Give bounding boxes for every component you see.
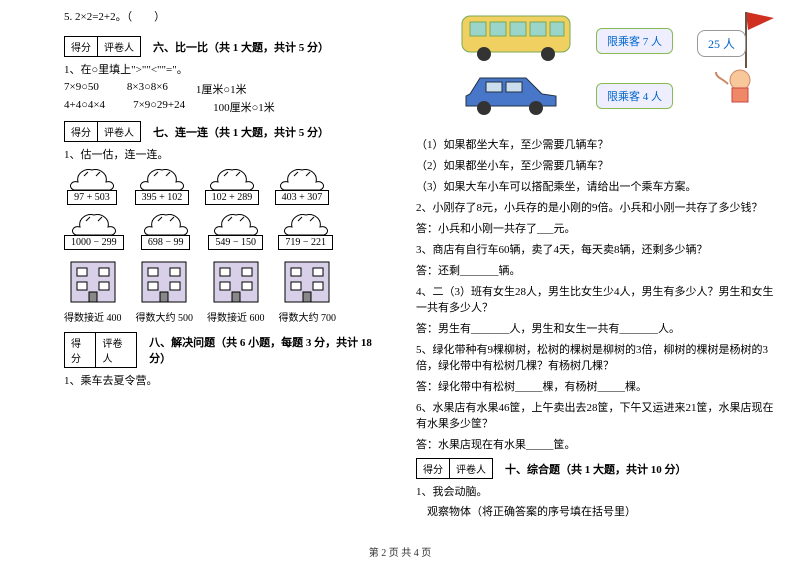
dove-icon (278, 213, 334, 237)
dove-box: 97 + 503 (67, 190, 117, 205)
dove-icon (274, 168, 330, 192)
section-10-title: 十、综合题（共 1 大题，共计 10 分） (505, 461, 687, 477)
eq: 100厘米○1米 (213, 99, 275, 115)
grader-cell: 评卷人 (98, 122, 140, 141)
building-label: 得数大约 500 (136, 309, 194, 324)
dove-icon (208, 213, 264, 237)
dove-icon (138, 213, 194, 237)
question-5: 5. 2×2=2+2。（ ） (64, 8, 384, 24)
building-item: 得数大约 500 (136, 258, 194, 324)
dove-box: 102 + 289 (205, 190, 260, 205)
eq: 8×3○8×6 (127, 81, 168, 97)
section-7-sub: 1、估一估，连一连。 (64, 146, 384, 162)
right-column: 限乘客 7 人 限乘客 4 人 25 人 （1）如果都坐大车，至少需要几辆车？ … (400, 0, 800, 540)
section-8-title: 八、解决问题（共 6 小题，每题 3 分，共计 18 分） (149, 334, 384, 366)
building-icon (279, 258, 335, 306)
answer-5: 答：绿化带中有松树_____棵，有杨树_____棵。 (416, 378, 776, 394)
section-8-sub: 1、乘车去夏令营。 (64, 372, 384, 388)
score-cell: 得分 (65, 122, 98, 141)
flag-icon (686, 8, 776, 108)
answer-2: 答：小兵和小刚一共存了___元。 (416, 220, 776, 236)
problem-5: 5、绿化带种有9棵柳树，松树的棵树是柳树的3倍，柳树的棵树是杨树的3倍，绿化带中… (416, 341, 776, 373)
bus-scene: 限乘客 7 人 限乘客 4 人 25 人 (416, 8, 776, 128)
building-row: 得数接近 400 得数大约 500 得数接近 600 得数大约 700 (64, 258, 384, 324)
problem-4: 4、二（3）班有女生28人，男生比女生少4人，男生有多少人？男生和女生一共有多少… (416, 283, 776, 315)
dove-item: 102 + 289 (204, 168, 260, 205)
building-item: 得数大约 700 (279, 258, 337, 324)
building-icon (65, 258, 121, 306)
section-8-header: 得分 评卷人 八、解决问题（共 6 小题，每题 3 分，共计 18 分） (64, 332, 384, 368)
people-count-box: 25 人 (697, 30, 746, 57)
dove-item: 549 − 150 (208, 213, 264, 250)
eq: 7×9○29+24 (133, 99, 185, 115)
dove-box: 719 − 221 (278, 235, 333, 250)
dove-box: 403 + 307 (275, 190, 330, 205)
bus-capacity-box: 限乘客 7 人 (596, 28, 673, 54)
score-table: 得分 评卷人 (416, 458, 493, 479)
eq: 7×9○50 (64, 81, 99, 97)
page-footer: 第 2 页 共 4 页 (0, 544, 800, 559)
doves-block: 97 + 503 395 + 102 102 + 289 403 + 307 1… (64, 168, 384, 324)
answer-6: 答：水果店现在有水果_____筐。 (416, 436, 776, 452)
eq-row: 4+4○4×4 7×9○29+24 100厘米○1米 (64, 99, 384, 115)
problem-6: 6、水果店有水果46筐，上午卖出去28筐，下午又运进来21筐，水果店现在有水果多… (416, 399, 776, 431)
problem-2: 2、小刚存了8元，小兵存的是小刚的9倍。小兵和小刚一共存了多少钱？ (416, 199, 776, 215)
car-capacity-box: 限乘客 4 人 (596, 83, 673, 109)
grader-cell: 评卷人 (450, 459, 492, 478)
section-10-sub1: 1、我会动脑。 (416, 483, 776, 499)
building-item: 得数接近 400 (64, 258, 122, 324)
score-cell: 得分 (65, 37, 98, 56)
sub-question-3: （3）如果大车小车可以搭配乘坐，请给出一个乘车方案。 (416, 178, 776, 194)
section-10-sub2: 观察物体（将正确答案的序号填在括号里） (416, 503, 776, 519)
eq: 4+4○4×4 (64, 99, 105, 115)
eq: 1厘米○1米 (196, 81, 247, 97)
grader-cell: 评卷人 (96, 333, 136, 367)
section-6-sub: 1、在○里填上">""<""="。 (64, 61, 384, 77)
building-icon (136, 258, 192, 306)
section-7-header: 得分 评卷人 七、连一连（共 1 大题，共计 5 分） (64, 121, 384, 142)
dove-icon (204, 168, 260, 192)
problem-3: 3、商店有自行车60辆，卖了4天，每天卖8辆，还剩多少辆？ (416, 241, 776, 257)
eq-row: 7×9○50 8×3○8×6 1厘米○1米 (64, 81, 384, 97)
dove-box: 395 + 102 (135, 190, 190, 205)
section-6-header: 得分 评卷人 六、比一比（共 1 大题，共计 5 分） (64, 36, 384, 57)
score-table: 得分 评卷人 (64, 36, 141, 57)
dove-item: 395 + 102 (134, 168, 190, 205)
dove-item: 403 + 307 (274, 168, 330, 205)
score-cell: 得分 (417, 459, 450, 478)
dove-item: 719 − 221 (278, 213, 334, 250)
car-icon (456, 68, 566, 116)
dove-row-top: 97 + 503 395 + 102 102 + 289 403 + 307 (64, 168, 384, 205)
score-table: 得分 评卷人 (64, 121, 141, 142)
answer-3: 答：还剩_______辆。 (416, 262, 776, 278)
bus-icon (456, 8, 576, 64)
dove-icon (134, 168, 190, 192)
dove-box: 549 − 150 (208, 235, 263, 250)
dove-icon (66, 213, 122, 237)
building-label: 得数接近 600 (207, 309, 265, 324)
left-column: 5. 2×2=2+2。（ ） 得分 评卷人 六、比一比（共 1 大题，共计 5 … (0, 0, 400, 540)
sub-question-1: （1）如果都坐大车，至少需要几辆车？ (416, 136, 776, 152)
building-label: 得数接近 400 (64, 309, 122, 324)
dove-item: 698 − 99 (138, 213, 194, 250)
dove-item: 97 + 503 (64, 168, 120, 205)
flag-area: 25 人 (686, 8, 776, 111)
building-item: 得数接近 600 (207, 258, 265, 324)
dove-box: 698 − 99 (141, 235, 191, 250)
dove-row-bot: 1000 − 299 698 − 99 549 − 150 719 − 221 (64, 213, 384, 250)
building-label: 得数大约 700 (279, 309, 337, 324)
section-10-header: 得分 评卷人 十、综合题（共 1 大题，共计 10 分） (416, 458, 776, 479)
section-6-title: 六、比一比（共 1 大题，共计 5 分） (153, 39, 329, 55)
building-icon (208, 258, 264, 306)
dove-box: 1000 − 299 (64, 235, 124, 250)
score-cell: 得分 (65, 333, 96, 367)
sub-question-2: （2）如果都坐小车，至少需要几辆车？ (416, 157, 776, 173)
grader-cell: 评卷人 (98, 37, 140, 56)
section-7-title: 七、连一连（共 1 大题，共计 5 分） (153, 124, 329, 140)
score-table: 得分 评卷人 (64, 332, 137, 368)
answer-4: 答：男生有_______人，男生和女生一共有_______人。 (416, 320, 776, 336)
dove-icon (64, 168, 120, 192)
dove-item: 1000 − 299 (64, 213, 124, 250)
